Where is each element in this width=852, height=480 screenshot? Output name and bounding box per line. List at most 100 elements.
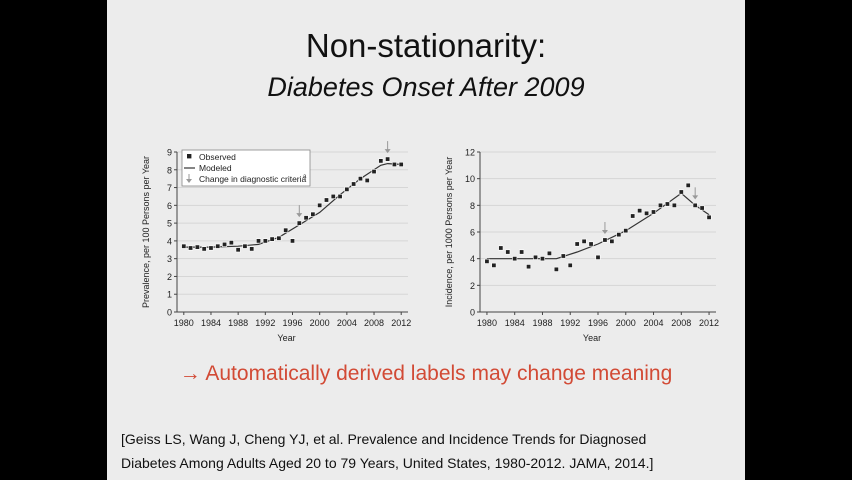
y-tick-label: 6	[470, 228, 475, 238]
observed-point	[351, 181, 357, 187]
observed-point	[276, 235, 282, 241]
observed-point	[228, 240, 234, 246]
observed-point	[526, 264, 532, 270]
observed-point	[657, 202, 663, 208]
y-tick-label: 12	[465, 148, 475, 158]
observed-point	[678, 189, 684, 195]
legend-modeled-label: Modeled	[199, 163, 232, 173]
observed-point	[188, 245, 194, 251]
observed-point	[398, 161, 404, 167]
x-tick-label: 1984	[505, 318, 525, 328]
prevalence-chart: 0 1 2 3 4 5 6 7 8 9 1980 1984 1988 1992 1996 2000 2004 20…	[141, 141, 411, 343]
x-tick-label: 1980	[174, 318, 194, 328]
observed-point	[539, 256, 545, 262]
x-axis-label: Year	[583, 333, 601, 343]
observed-point	[357, 176, 363, 182]
y-tick-label: 0	[167, 308, 172, 318]
legend-arrow-icon	[186, 179, 192, 183]
slide: Non-stationarity: Diabetes Onset After 2…	[107, 0, 745, 480]
observed-point	[692, 202, 698, 208]
observed-point	[574, 241, 580, 247]
x-tick-label: 2004	[337, 318, 357, 328]
x-tick-label: 2008	[671, 318, 691, 328]
x-tick-label: 1992	[560, 318, 580, 328]
criteria-change-arrowhead	[692, 195, 699, 200]
observed-point	[249, 246, 255, 252]
x-tick-label: 1980	[477, 318, 497, 328]
x-axis-label: Year	[277, 333, 295, 343]
x-tick-label: 2008	[364, 318, 384, 328]
incidence-chart: 0 2 4 6 8 10 12 1980 1984 1988 1992 1996 2000 2004 200…	[444, 148, 719, 344]
observed-point	[194, 244, 200, 250]
observed-point	[519, 249, 525, 255]
y-tick-label: 8	[470, 201, 475, 211]
observed-point	[616, 232, 622, 238]
y-tick-label: 3	[167, 254, 172, 264]
observed-point	[317, 202, 323, 208]
observed-point	[623, 228, 629, 234]
y-tick-label: 6	[167, 201, 172, 211]
x-tick-label: 1988	[228, 318, 248, 328]
observed-point	[567, 262, 573, 268]
observed-point	[609, 238, 615, 244]
y-tick-label: 4	[167, 236, 172, 246]
observed-point	[215, 243, 221, 249]
observed-point	[699, 205, 705, 211]
observed-point	[378, 158, 384, 164]
x-tick-label: 1984	[201, 318, 221, 328]
y-tick-label: 4	[470, 254, 475, 264]
slide-title: Non-stationarity:	[305, 27, 547, 64]
observed-point	[533, 254, 539, 260]
x-tick-label: 1992	[255, 318, 275, 328]
y-axis-label: Incidence, per 1000 Persons per Year	[444, 157, 454, 308]
x-tick-label: 1996	[588, 318, 608, 328]
observed-point	[385, 156, 391, 162]
observed-point	[283, 227, 289, 233]
observed-point	[560, 253, 566, 259]
observed-point	[498, 245, 504, 251]
x-tick-label: 2000	[310, 318, 330, 328]
observed-point	[323, 197, 329, 203]
modeled-line	[183, 162, 402, 248]
legend-observed-label: Observed	[199, 152, 236, 162]
observed-point	[296, 220, 302, 226]
legend-change-footnote: a	[303, 174, 307, 180]
y-tick-label: 7	[167, 183, 172, 193]
y-tick-label: 10	[465, 174, 475, 184]
y-tick-label: 0	[470, 308, 475, 318]
observed-point	[235, 247, 241, 253]
observed-point	[256, 238, 262, 244]
observed-point	[242, 243, 248, 249]
legend-observed-marker	[187, 154, 192, 159]
criteria-change-arrowhead	[601, 230, 608, 234]
observed-point	[644, 210, 650, 216]
callout-text: → Automatically derived labels may chang…	[179, 362, 673, 385]
observed-point	[491, 262, 497, 268]
criteria-change-arrowhead	[296, 213, 303, 218]
observed-point	[222, 241, 228, 247]
citation: [Geiss LS, Wang J, Cheng YJ, et al. Prev…	[121, 427, 736, 475]
observed-point	[208, 245, 214, 251]
observed-point	[588, 241, 594, 247]
x-tick-label: 2012	[699, 318, 719, 328]
x-tick-label: 1996	[282, 318, 302, 328]
observed-point	[630, 213, 636, 219]
y-tick-label: 2	[470, 281, 475, 291]
observed-point	[337, 193, 343, 199]
observed-point	[303, 215, 309, 221]
y-tick-label: 2	[167, 272, 172, 282]
observed-point	[595, 254, 601, 260]
observed-point	[371, 169, 377, 175]
observed-point	[290, 238, 296, 244]
citation-line-2: Diabetes Among Adults Aged 20 to 79 Year…	[121, 455, 654, 471]
observed-point	[262, 238, 268, 244]
observed-point	[269, 236, 275, 242]
observed-point	[512, 256, 518, 262]
citation-line-1: [Geiss LS, Wang J, Cheng YJ, et al. Prev…	[121, 431, 647, 447]
observed-point	[651, 209, 657, 215]
observed-point	[344, 186, 350, 192]
y-tick-label: 5	[167, 219, 172, 229]
x-tick-label: 2012	[391, 318, 411, 328]
observed-point	[484, 258, 490, 264]
observed-point	[602, 237, 608, 243]
